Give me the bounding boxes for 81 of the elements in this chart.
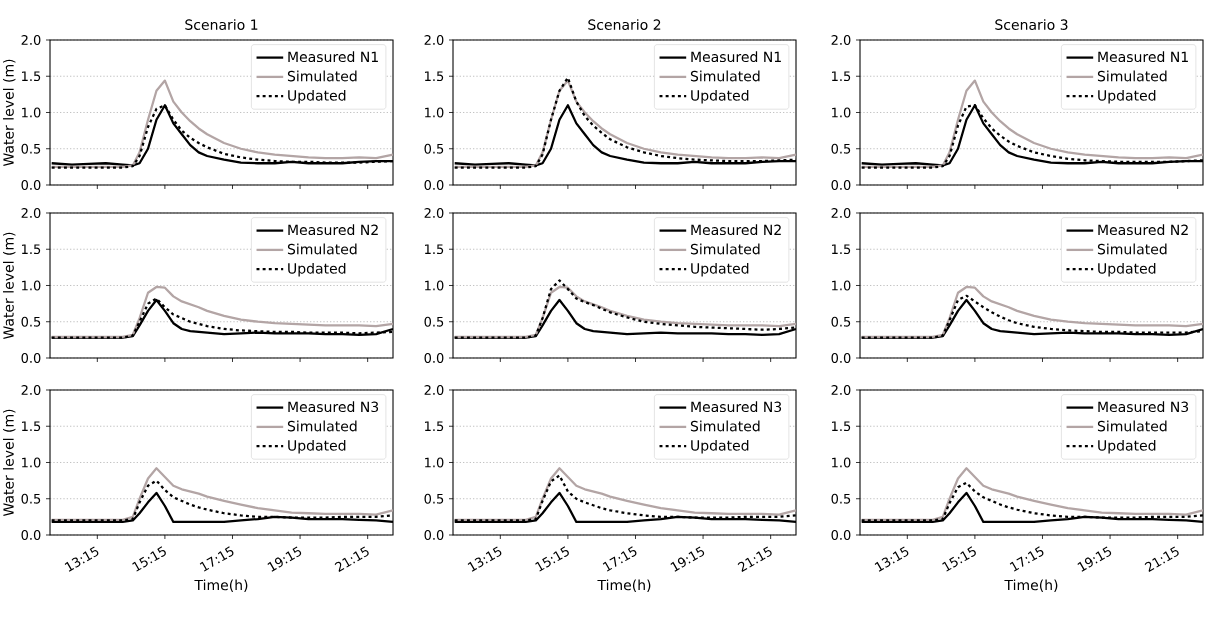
y-tick-label: 1.5 [425, 421, 444, 432]
y-tick-label: 1.0 [425, 107, 444, 118]
legend-label: Simulated [1097, 420, 1167, 432]
y-tick-label: 0.0 [424, 180, 444, 190]
legend-label: Measured N3 [691, 401, 782, 413]
y-tick-label: 0.5 [21, 143, 41, 154]
y-tick-label: 2.0 [831, 208, 851, 218]
legend-label: Measured N2 [691, 224, 781, 236]
y-tick-label: 0.5 [21, 316, 41, 327]
y-axis-title: Water level (m) [3, 232, 16, 340]
y-tick-label: 1.0 [22, 280, 41, 291]
y-tick-label: 1.0 [22, 107, 41, 118]
y-tick-label: 1.0 [425, 280, 444, 291]
y-tick-label: 1.5 [425, 71, 444, 82]
legend-label: Simulated [1097, 70, 1167, 82]
y-tick-label: 0.0 [21, 353, 41, 363]
x-axis-title: Time(h) [194, 579, 248, 592]
legend-label: Updated [1098, 262, 1156, 277]
y-tick-label: 0.5 [424, 316, 444, 327]
y-tick-label: 1.0 [832, 280, 851, 291]
y-tick-label: 0.5 [831, 316, 851, 327]
legend-label: Measured N3 [1098, 401, 1189, 413]
y-axis-title: Water level (m) [3, 409, 16, 517]
legend-label: Simulated [690, 70, 760, 82]
y-tick-label: 1.5 [832, 244, 851, 255]
y-tick-label: 1.5 [425, 244, 444, 255]
y-tick-label: 1.0 [832, 457, 851, 468]
y-axis-title: Water level (m) [3, 59, 16, 167]
chart-title: Scenario 2 [588, 19, 661, 30]
legend-label: Simulated [287, 243, 357, 255]
y-tick-label: 1.0 [832, 107, 851, 118]
y-tick-label: 0.5 [424, 143, 444, 154]
legend-label: Updated [1098, 89, 1156, 104]
y-tick-label: 0.5 [831, 493, 851, 504]
chart-title: Scenario 1 [185, 19, 258, 30]
y-tick-label: 2.0 [21, 208, 41, 218]
legend-label: Updated [1098, 439, 1156, 454]
legend-label: Updated [288, 89, 346, 104]
legend-label: Measured N1 [1098, 51, 1188, 63]
y-tick-label: 2.0 [424, 385, 444, 395]
y-tick-label: 0.5 [831, 143, 851, 154]
y-tick-label: 0.0 [21, 530, 41, 540]
y-tick-label: 1.5 [22, 244, 41, 255]
y-tick-label: 2.0 [831, 385, 851, 395]
legend-label: Updated [288, 262, 346, 277]
chart-title: Scenario 3 [995, 19, 1068, 30]
y-tick-label: 2.0 [21, 35, 41, 45]
y-tick-label: 0.5 [424, 493, 444, 504]
y-tick-label: 0.0 [21, 180, 41, 190]
y-tick-label: 0.0 [424, 353, 444, 363]
y-tick-label: 1.5 [22, 71, 41, 82]
legend-label: Updated [691, 262, 749, 277]
legend-label: Simulated [1097, 243, 1167, 255]
legend-label: Updated [691, 89, 749, 104]
y-tick-label: 1.0 [22, 457, 41, 468]
x-axis-title: Time(h) [597, 579, 651, 592]
legend-label: Measured N2 [1098, 224, 1188, 236]
legend-label: Measured N1 [288, 51, 378, 63]
legend-label: Simulated [690, 243, 760, 255]
legend-label: Measured N1 [691, 51, 781, 63]
legend-label: Simulated [287, 70, 357, 82]
legend-label: Measured N3 [288, 401, 379, 413]
x-axis-title: Time(h) [1004, 579, 1058, 592]
y-tick-label: 0.0 [424, 530, 444, 540]
y-tick-label: 0.0 [831, 353, 851, 363]
y-tick-label: 0.0 [831, 530, 851, 540]
y-tick-label: 1.5 [22, 421, 41, 432]
y-tick-label: 1.5 [832, 421, 851, 432]
y-tick-label: 2.0 [424, 35, 444, 45]
legend-label: Updated [691, 439, 749, 454]
y-tick-label: 1.0 [425, 457, 444, 468]
y-tick-label: 0.5 [21, 493, 41, 504]
y-tick-label: 2.0 [831, 35, 851, 45]
legend-label: Measured N2 [288, 224, 378, 236]
y-tick-label: 0.0 [831, 180, 851, 190]
y-tick-label: 2.0 [21, 385, 41, 395]
legend-label: Simulated [690, 420, 760, 432]
y-tick-label: 2.0 [424, 208, 444, 218]
y-tick-label: 1.5 [832, 71, 851, 82]
legend-label: Simulated [287, 420, 357, 432]
legend-label: Updated [288, 439, 346, 454]
